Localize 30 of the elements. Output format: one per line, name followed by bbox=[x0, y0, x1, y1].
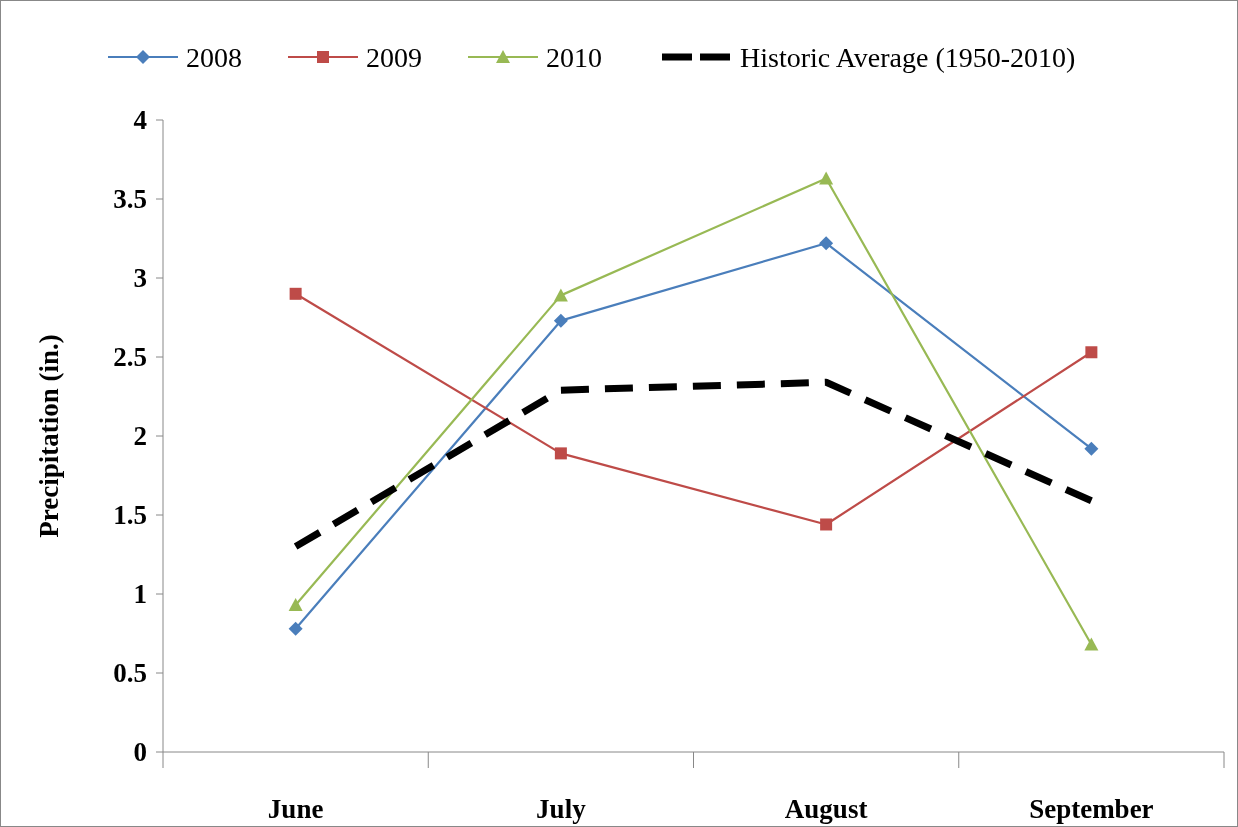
point bbox=[819, 236, 834, 251]
x-tick-label: July bbox=[536, 794, 587, 824]
point bbox=[820, 518, 833, 531]
legend-label: 2010 bbox=[546, 41, 602, 73]
x-tick-label: August bbox=[784, 794, 868, 824]
point bbox=[554, 447, 567, 460]
y-tick-label: 1 bbox=[133, 579, 147, 610]
point bbox=[553, 288, 568, 302]
y-tick-label: 2.5 bbox=[113, 342, 147, 373]
point bbox=[1084, 441, 1099, 456]
x-tick-label: June bbox=[267, 794, 324, 824]
y-tick-label: 4 bbox=[133, 105, 147, 136]
point bbox=[1084, 637, 1099, 651]
y-axis-title: Precipitation (in.) bbox=[34, 334, 64, 538]
point bbox=[288, 598, 303, 612]
legend-label: Historic Average (1950-2010) bbox=[740, 41, 1076, 73]
y-tick-label: 2 bbox=[133, 421, 147, 452]
point bbox=[819, 171, 834, 185]
y-tick-label: 0.5 bbox=[113, 658, 147, 689]
point bbox=[288, 621, 303, 636]
point bbox=[289, 287, 302, 300]
legend-label: 2009 bbox=[366, 41, 422, 73]
y-tick-label: 0 bbox=[133, 737, 147, 768]
y-tick-label: 1.5 bbox=[113, 500, 147, 531]
y-tick-label: 3 bbox=[133, 263, 147, 294]
legend-label: 2008 bbox=[186, 41, 242, 73]
point bbox=[1085, 346, 1098, 359]
y-tick-label: 3.5 bbox=[113, 184, 147, 215]
point bbox=[553, 313, 568, 328]
x-tick-label: September bbox=[1029, 794, 1154, 824]
